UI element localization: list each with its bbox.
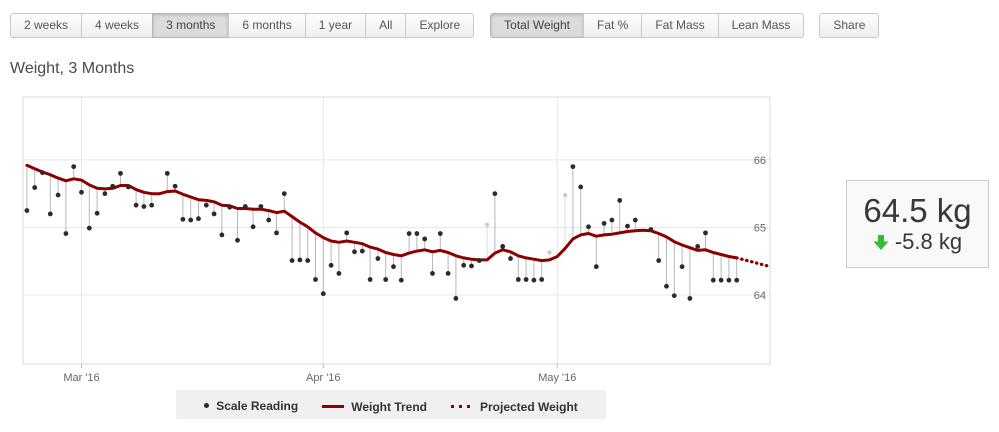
legend-label: Scale Reading <box>216 398 299 413</box>
summary-panel: 64.5 kg -5.8 kg <box>846 180 989 268</box>
y-tick-label: 65 <box>754 222 766 234</box>
range-button-4-weeks[interactable]: 4 weeks <box>81 13 154 38</box>
metric-button-group: Total Weight Fat % Fat Mass Lean Mass <box>490 13 805 38</box>
scale-reading-dots <box>24 164 740 301</box>
weight-change: -5.8 kg <box>873 229 962 255</box>
x-tick-label: May '16 <box>538 372 576 384</box>
weight-trend-line <box>25 163 739 263</box>
weight-chart[interactable]: 64 65 66 Mar '16 Apr '16 May '16 <box>10 90 772 388</box>
estimated-readings <box>484 192 568 260</box>
projected-weight-line <box>735 256 770 268</box>
legend-item-projected-weight: Projected Weight <box>451 400 578 414</box>
page-title: Weight, 3 Months <box>10 60 135 77</box>
range-button-1-year[interactable]: 1 year <box>304 13 367 38</box>
range-button-2-weeks[interactable]: 2 weeks <box>10 13 83 38</box>
legend-item-scale-reading: Scale Reading <box>204 399 298 413</box>
range-button-explore[interactable]: Explore <box>405 13 475 38</box>
y-tick-label: 66 <box>754 155 766 167</box>
line-marker-icon <box>322 405 345 408</box>
legend-label: Weight Trend <box>351 399 427 414</box>
down-arrow-icon <box>873 234 889 250</box>
metric-button-fat[interactable]: Fat % <box>582 13 643 38</box>
x-tick-label: Mar '16 <box>63 372 99 384</box>
metric-button-lean-mass[interactable]: Lean Mass <box>717 13 805 38</box>
share-button[interactable]: Share <box>819 13 880 38</box>
metric-button-total-weight[interactable]: Total Weight <box>490 13 584 38</box>
dot-marker-icon <box>204 403 210 408</box>
legend-label: Projected Weight <box>480 399 578 414</box>
current-weight: 64.5 kg <box>863 192 972 229</box>
toolbar: 2 weeks 4 weeks 3 months 6 months 1 year All E… <box>0 0 999 38</box>
range-button-group: 2 weeks 4 weeks 3 months 6 months 1 year All E… <box>10 13 475 38</box>
legend-item-weight-trend: Weight Trend <box>322 400 427 414</box>
x-tick-label: Apr '16 <box>306 372 341 384</box>
chart-legend: Scale Reading Weight Trend Projected Weigh… <box>176 390 606 419</box>
range-button-all[interactable]: All <box>365 13 407 38</box>
plot-border <box>22 96 771 365</box>
metric-button-fat-mass[interactable]: Fat Mass <box>641 13 719 38</box>
chart-section: 64 65 66 Mar '16 Apr '16 May '16 Scale Readin… <box>10 90 772 419</box>
weight-change-value: -5.8 kg <box>894 229 963 254</box>
y-tick-label: 64 <box>754 290 766 302</box>
dotted-marker-icon <box>451 405 473 408</box>
range-button-3-months[interactable]: 3 months <box>152 13 230 38</box>
range-button-6-months[interactable]: 6 months <box>228 13 306 38</box>
